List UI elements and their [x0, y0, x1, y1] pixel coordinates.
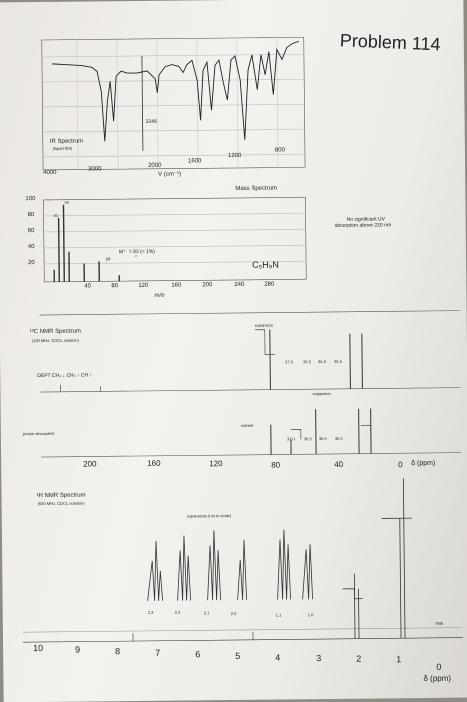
ms-y-100: 100	[25, 196, 35, 202]
c13-exp1-tick-35.5: 35.5	[334, 359, 342, 364]
ms-formula: C₅H₉N	[252, 260, 279, 270]
c13-exp1-tick-36.0: 36.0	[318, 359, 326, 364]
ir-peak-label: 2248	[146, 119, 157, 125]
c13-decoupled: proton decoupled	[23, 431, 54, 436]
c13-exp1-tick-36.5: 36.5	[303, 359, 311, 364]
ms-x-120: 120	[138, 283, 148, 289]
c13-nmr-chart	[40, 311, 461, 457]
c13-exp2-tick-37.0: 37.0	[287, 436, 295, 441]
ms-molecular-ion: M⁺· = 83 (< 1%)	[119, 249, 155, 255]
ms-label: Mass Spectrum	[235, 186, 277, 192]
c13-tick-80: 80	[271, 461, 280, 470]
h1-tick-8: 8	[115, 646, 120, 656]
h1-tick-5: 5	[235, 651, 240, 661]
c13-exp2-tick-36.5: 36.5	[304, 436, 312, 441]
ms-y-80: 80	[28, 212, 35, 218]
ir-tick-1200: 1200	[228, 153, 241, 159]
c13-exp2-tick-36.0: 36.0	[319, 436, 327, 441]
ms-x-label: m/e	[154, 293, 164, 299]
ms-y-20: 20	[28, 260, 35, 266]
c13-tick-120: 120	[209, 459, 222, 468]
h1-exp-tick-1.0: 1.0	[308, 612, 314, 617]
h1-nmr-chart	[21, 478, 463, 643]
c13-sublabel: (150 MHz, CDCl₃ solution)	[32, 338, 79, 343]
c13-label: ¹³C NMR Spectrum	[30, 329, 81, 336]
c13-tick-160: 160	[147, 459, 160, 468]
ir-sublabel: (liquid film)	[53, 146, 72, 151]
c13-tick-0: 0	[398, 460, 403, 469]
ms-y-40: 40	[28, 244, 35, 250]
h1-exp-tick-2.2: 2.2	[175, 610, 181, 615]
ms-peak-41: 41	[54, 213, 59, 218]
ir-tick-2000: 2000	[148, 163, 161, 169]
h1-exp-tick-2.3: 2.3	[148, 610, 154, 615]
h1-tick-6: 6	[195, 649, 200, 659]
h1-exp-tick-2.0: 2.0	[231, 611, 237, 616]
h1-axis-unit: δ (ppm)	[423, 674, 451, 683]
ms-x-160: 160	[171, 283, 181, 289]
ir-spectrum-chart	[42, 37, 305, 170]
h1-tick-0: 0	[436, 662, 441, 672]
c13-solvent: solvent	[241, 423, 254, 428]
ms-x-280: 280	[264, 282, 274, 288]
c13-expansion-1: expansion	[255, 323, 273, 328]
ms-x-80: 80	[111, 283, 118, 289]
h1-tick-10: 10	[33, 643, 43, 653]
c13-exp2-tick-35.5: 35.5	[335, 436, 343, 441]
ms-x-40: 40	[84, 283, 91, 289]
ms-y-60: 60	[28, 228, 35, 234]
ms-x-200: 200	[202, 282, 212, 288]
ir-tick-4000: 4000	[43, 170, 56, 176]
ms-x-240: 240	[234, 282, 244, 288]
c13-axis-unit: δ (ppm)	[411, 460, 435, 467]
ir-label: IR Spectrum	[50, 139, 83, 145]
ms-peak-43: 43	[64, 200, 69, 205]
h1-tms: TMS	[435, 621, 444, 626]
c13-tick-40: 40	[334, 460, 343, 469]
h1-sublabel: (600 MHz, CDCl₃ solution)	[38, 501, 85, 506]
c13-tick-200: 200	[83, 459, 96, 468]
h1-exp-tick-1.1: 1.1	[276, 613, 282, 618]
h1-tick-7: 7	[155, 648, 160, 658]
c13-expansion-2: expansion	[312, 391, 330, 396]
ms-peak-68: 68	[106, 256, 111, 261]
h1-expansions: expansions (not to scale)	[187, 513, 232, 518]
h1-tick-1: 1	[396, 654, 401, 664]
ir-tick-1600: 1600	[188, 158, 201, 164]
h1-tick-9: 9	[75, 645, 80, 655]
ir-axis-label: V (cm⁻¹)	[158, 171, 181, 178]
h1-tick-3: 3	[316, 653, 321, 663]
ir-tick-800: 800	[275, 147, 285, 153]
ir-tick-3000: 3000	[88, 166, 101, 172]
uv-note-line2: absorption above 220 nm	[335, 222, 391, 229]
h1-exp-tick-2.1: 2.1	[204, 610, 210, 615]
h1-tick-2: 2	[356, 654, 361, 664]
page-title: Problem 114	[339, 30, 441, 55]
c13-exp1-tick-37.0: 37.0	[285, 359, 293, 364]
h1-tick-4: 4	[275, 653, 280, 663]
c13-dept-label: DEPT CH₃ ↓ CH₂ ↑ CH ↑	[37, 372, 92, 379]
h1-label: ¹H NMR Spectrum	[36, 493, 85, 500]
